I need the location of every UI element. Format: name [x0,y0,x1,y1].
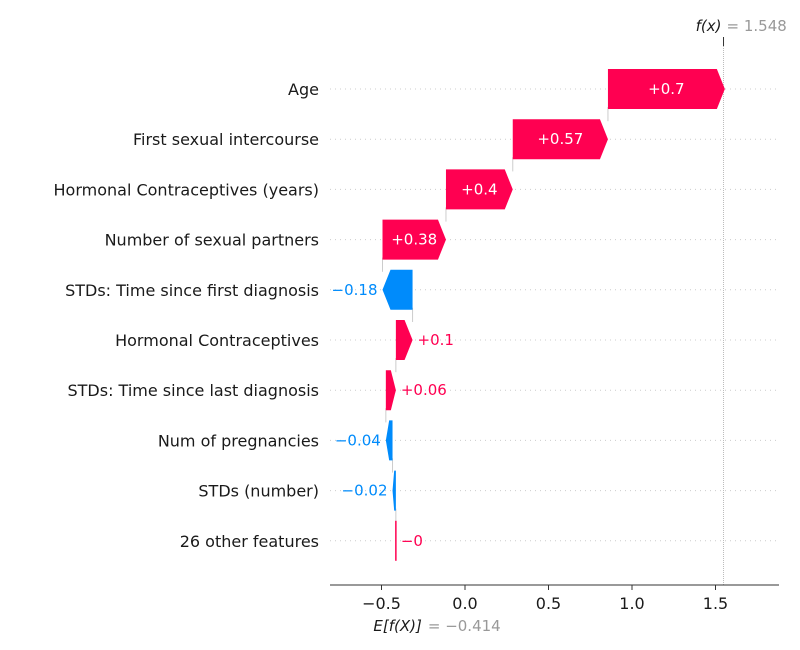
feature-label: 26 other features [180,532,319,551]
feature-bar [607,69,725,109]
fx-value-text: = 1.548 [727,17,787,35]
value-labels: +0.7 +0.57 +0.4 +0.38 −0.18 +0.1 +0.06 −0.04 −0.… [332,80,685,550]
feature-bar [382,269,413,310]
x-tick-label: 0.5 [536,594,561,613]
feature-label: STDs (number) [198,482,319,501]
feature-label: Hormonal Contraceptives (years) [54,180,320,199]
fx-label: f(x) [696,17,722,35]
feature-label: First sexual intercourse [133,130,319,149]
x-tick-label: −0.5 [362,594,401,613]
value-label: −0.18 [332,281,378,299]
value-label: −0.04 [335,431,381,449]
feature-label: STDs: Time since first diagnosis [65,281,319,300]
feature-bar [445,169,513,210]
feature-bar [385,370,396,411]
annotations: f(x) = 1.548 E[f(X)] = −0.414 [373,17,786,635]
value-label: +0.1 [418,331,454,349]
feature-bar [512,119,608,160]
base-label: E[f(X)] [373,617,422,635]
x-tick-label: 1.0 [619,594,644,613]
feature-bar [392,470,396,511]
feature-label: Num of pregnancies [158,431,319,450]
feature-label: Number of sexual partners [105,231,319,250]
feature-label: Hormonal Contraceptives [115,331,319,350]
feature-bars [382,69,725,561]
feature-bar [385,420,393,461]
value-label: +0.7 [648,80,684,98]
base-value-text: = −0.414 [428,617,501,635]
feature-label: STDs: Time since last diagnosis [67,381,319,400]
x-tick-label: 1.5 [703,594,728,613]
feature-bar [395,320,413,360]
value-label: +0.57 [537,130,583,148]
feature-bar [382,219,446,260]
value-label: +0.06 [401,381,447,399]
value-label: −0 [401,532,423,550]
value-guides [382,42,725,585]
value-label: +0.4 [461,180,497,198]
value-label: −0.02 [342,482,388,500]
x-tick-label: 0.0 [452,594,477,613]
feature-labels: Age First sexual intercourse Hormonal Cont… [54,80,320,551]
value-label: +0.38 [391,231,437,249]
x-axis: −0.5 0.0 0.5 1.0 1.5 [330,584,779,613]
feature-label: Age [288,80,319,99]
